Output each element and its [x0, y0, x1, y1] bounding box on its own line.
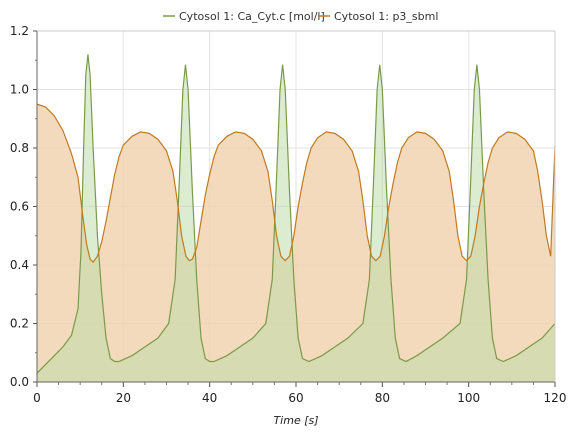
x-tick-label: 80 [375, 391, 390, 405]
tick-labels: 0.0 0.2 0.4 0.6 0.8 1.0 1.2 0 20 40 60 80 100 120 [10, 24, 567, 405]
y-tick-label: 0.8 [10, 141, 29, 155]
x-tick-label: 40 [202, 391, 217, 405]
p3-sbml-line [36, 103, 556, 263]
ca-cyt-line [36, 54, 556, 374]
y-tick-label: 0.4 [10, 258, 29, 272]
x-tick-label: 20 [116, 391, 131, 405]
x-axis-title: Time [s] [273, 414, 318, 427]
x-tick-label: 120 [544, 391, 567, 405]
x-tick-label: 100 [457, 391, 480, 405]
y-tick-label: 1.2 [10, 24, 29, 38]
legend-entry: Cytosol 1: Ca_Cyt.c [mol/l] [179, 10, 325, 23]
p3-sbml-area [37, 104, 555, 382]
series-lines [36, 54, 556, 374]
axes [33, 30, 556, 387]
y-tick-label: 0.0 [10, 375, 29, 389]
y-tick-label: 0.2 [10, 317, 29, 331]
x-tick-label: 60 [288, 391, 303, 405]
y-tick-label: 1.0 [10, 83, 29, 97]
x-tick-label: 0 [33, 391, 41, 405]
legend-entry: Cytosol 1: p3_sbml [334, 10, 438, 23]
y-tick-label: 0.6 [10, 200, 29, 214]
legend: Cytosol 1: Ca_Cyt.c [mol/l] Cytosol 1: p3… [163, 10, 438, 23]
